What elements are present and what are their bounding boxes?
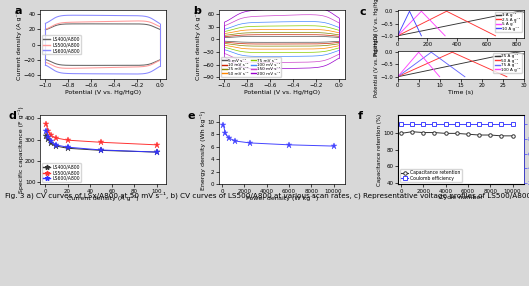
Text: Fig. 3 a) CV curves of LSx/A800 at 50 mV s⁻¹, b) CV curves of LS500/A800 at vari: Fig. 3 a) CV curves of LSx/A800 at 50 mV… [5,192,529,199]
Legend: LS400/A800, LS500/A800, LS600/A800: LS400/A800, LS500/A800, LS600/A800 [42,163,81,182]
Legend: Capacitance retention, Coulomb efficiency: Capacitance retention, Coulomb efficienc… [400,169,462,182]
X-axis label: Time (s): Time (s) [448,90,473,95]
Text: b: b [194,6,202,16]
Legend: LS400/A800, LS500/A800, LS600/A800: LS400/A800, LS500/A800, LS600/A800 [42,35,81,54]
Y-axis label: Current density (A g⁻¹): Current density (A g⁻¹) [196,9,202,80]
Legend: 1 A g⁻¹, 2.5 A g⁻¹, 5 A g⁻¹, 10 A g⁻¹: 1 A g⁻¹, 2.5 A g⁻¹, 5 A g⁻¹, 10 A g⁻¹ [495,12,522,32]
X-axis label: Current density (A g⁻¹): Current density (A g⁻¹) [67,195,139,201]
X-axis label: Potential (V vs. Hg/HgO): Potential (V vs. Hg/HgO) [65,90,141,95]
Text: e: e [187,111,195,121]
X-axis label: Cycle number: Cycle number [439,195,482,200]
Text: d: d [8,111,16,121]
Text: f: f [357,111,362,121]
Legend: 5 mV s⁻¹, 10 mV s⁻¹, 25 mV s⁻¹, 50 mV s⁻¹, 75 mV s⁻¹, 100 mV s⁻¹, 150 mV s⁻¹, 20: 5 mV s⁻¹, 10 mV s⁻¹, 25 mV s⁻¹, 50 mV s⁻… [221,57,281,77]
Y-axis label: Energy density (Wh kg⁻¹): Energy density (Wh kg⁻¹) [200,110,206,190]
X-axis label: Power density (W kg⁻¹): Power density (W kg⁻¹) [245,195,318,201]
Y-axis label: Capacitance retention (%): Capacitance retention (%) [377,114,381,186]
Y-axis label: Potential (V vs. Hg/HgO): Potential (V vs. Hg/HgO) [375,33,379,97]
Legend: 25 A g⁻¹, 50 A g⁻¹, 75 A g⁻¹, 100 A g⁻¹: 25 A g⁻¹, 50 A g⁻¹, 75 A g⁻¹, 100 A g⁻¹ [494,53,522,73]
Y-axis label: Current density (A g⁻¹): Current density (A g⁻¹) [16,9,23,80]
Y-axis label: Specific capacitance (F g⁻¹): Specific capacitance (F g⁻¹) [17,106,24,193]
Text: c: c [360,7,367,17]
Y-axis label: Potential (V vs. Hg/HgO): Potential (V vs. Hg/HgO) [375,0,379,56]
Text: a: a [14,6,22,16]
X-axis label: Potential (V vs. Hg/HgO): Potential (V vs. Hg/HgO) [244,90,320,95]
